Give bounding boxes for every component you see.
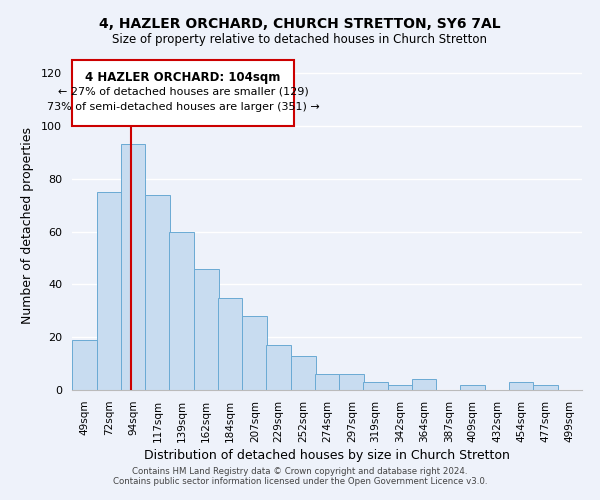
Y-axis label: Number of detached properties: Number of detached properties [21,126,34,324]
Bar [97,192,122,390]
Bar [121,144,145,390]
Bar [169,232,194,390]
Bar [194,268,218,390]
Bar [72,340,97,390]
FancyBboxPatch shape [72,60,294,126]
Bar [266,345,291,390]
Bar [509,382,533,390]
Text: 4, HAZLER ORCHARD, CHURCH STRETTON, SY6 7AL: 4, HAZLER ORCHARD, CHURCH STRETTON, SY6 … [99,18,501,32]
Text: ← 27% of detached houses are smaller (129): ← 27% of detached houses are smaller (12… [58,86,308,97]
Bar [460,384,485,390]
Bar [314,374,340,390]
Bar [340,374,364,390]
Text: Contains public sector information licensed under the Open Government Licence v3: Contains public sector information licen… [113,477,487,486]
Text: Contains HM Land Registry data © Crown copyright and database right 2024.: Contains HM Land Registry data © Crown c… [132,467,468,476]
Bar [388,384,413,390]
Text: 73% of semi-detached houses are larger (351) →: 73% of semi-detached houses are larger (… [47,102,319,112]
Bar [412,380,436,390]
Bar [218,298,242,390]
Bar [291,356,316,390]
X-axis label: Distribution of detached houses by size in Church Stretton: Distribution of detached houses by size … [144,449,510,462]
Bar [363,382,388,390]
Bar [145,194,170,390]
Bar [242,316,267,390]
Bar [533,384,558,390]
Text: Size of property relative to detached houses in Church Stretton: Size of property relative to detached ho… [113,32,487,46]
Text: 4 HAZLER ORCHARD: 104sqm: 4 HAZLER ORCHARD: 104sqm [85,70,281,84]
